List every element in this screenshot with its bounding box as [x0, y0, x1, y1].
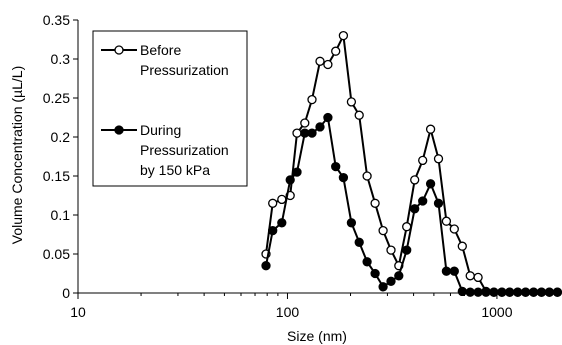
- data-point-filled: [457, 286, 467, 297]
- data-point-filled: [536, 287, 547, 297]
- legend: Before Pressurization During Pressurizat…: [92, 30, 248, 187]
- data-point-open: [307, 94, 317, 105]
- y-tick-label: 0.25: [43, 90, 70, 106]
- data-point-open: [354, 110, 364, 120]
- data-point-filled: [354, 237, 364, 247]
- data-point-open: [346, 97, 357, 107]
- data-point-open: [473, 272, 483, 283]
- data-point-filled: [362, 257, 372, 267]
- data-point-filled: [346, 218, 357, 228]
- data-point-filled: [277, 218, 287, 228]
- data-point-open: [418, 155, 428, 166]
- data-point-open: [402, 222, 412, 232]
- data-point-filled: [402, 245, 412, 255]
- data-point-open: [362, 171, 372, 181]
- y-tick-label: 0.35: [43, 12, 70, 28]
- data-point-filled: [513, 287, 523, 297]
- data-point-filled: [315, 122, 325, 132]
- data-point-open: [331, 46, 341, 56]
- legend-box: [92, 30, 248, 187]
- data-point-open: [465, 271, 475, 281]
- data-point-filled: [465, 287, 475, 297]
- series-during: [261, 112, 562, 297]
- y-tick-label: 0.15: [43, 168, 70, 184]
- data-point-filled: [261, 261, 271, 271]
- legend-label-during-line2: Pressurization: [140, 142, 229, 158]
- data-point-filled: [307, 128, 317, 138]
- x-tick-label: 100: [276, 304, 300, 320]
- data-point-filled: [331, 161, 341, 172]
- data-point-filled: [497, 287, 507, 297]
- data-point-filled: [425, 179, 436, 189]
- data-point-filled: [433, 198, 444, 208]
- legend-label-during-line3: by 150 kPa: [140, 162, 210, 178]
- legend-entry-during: During Pressurization by 150 kPa: [101, 122, 229, 178]
- data-point-filled: [528, 287, 539, 297]
- x-tick-label: 1000: [481, 304, 512, 320]
- data-point-filled: [386, 276, 396, 286]
- data-point-filled: [323, 112, 333, 123]
- data-point-filled: [481, 287, 491, 297]
- data-point-open: [425, 124, 436, 134]
- series-layer: [261, 30, 562, 297]
- x-axis-ticks: 10 100 1000: [70, 293, 561, 320]
- y-axis-title: Volume Concentration (µL/L): [9, 66, 25, 245]
- data-point-filled: [370, 268, 380, 279]
- data-point-filled: [473, 287, 483, 297]
- legend-marker-filled-circle: [114, 125, 124, 135]
- data-point-open: [378, 225, 388, 236]
- legend-label-before-line1: Before: [140, 42, 181, 58]
- data-point-filled: [285, 175, 295, 185]
- data-point-filled: [268, 225, 278, 236]
- series-line: [265, 34, 558, 294]
- legend-label-before-line2: Pressurization: [140, 62, 229, 78]
- data-point-open: [292, 128, 302, 138]
- data-point-filled: [489, 287, 499, 297]
- data-point-filled: [441, 266, 452, 276]
- data-point-open: [315, 56, 325, 66]
- legend-label-during-line1: During: [140, 122, 181, 138]
- data-point-open: [323, 59, 333, 70]
- data-point-open: [277, 194, 287, 205]
- x-axis-title: Size (nm): [287, 328, 347, 344]
- legend-entry-before: Before Pressurization: [101, 42, 229, 78]
- data-point-filled: [292, 167, 302, 177]
- data-point-filled: [449, 266, 459, 276]
- data-point-filled: [552, 287, 562, 297]
- data-point-filled: [394, 271, 404, 281]
- data-point-open: [433, 154, 444, 164]
- data-point-open: [441, 216, 452, 226]
- data-point-open: [370, 198, 380, 208]
- data-point-open: [457, 241, 467, 251]
- data-point-filled: [544, 287, 555, 297]
- data-point-open: [268, 198, 278, 208]
- data-point-filled: [418, 196, 428, 206]
- data-point-filled: [378, 282, 388, 292]
- data-point-open: [300, 118, 310, 128]
- y-tick-label: 0.2: [51, 129, 71, 145]
- data-point-filled: [338, 172, 349, 183]
- data-point-filled: [505, 287, 515, 297]
- y-axis-ticks: 0 0.05 0.1 0.15 0.2 0.25 0.3 0.35: [43, 12, 78, 301]
- series-before: [261, 30, 562, 297]
- data-point-open: [338, 30, 349, 41]
- data-point-filled: [520, 287, 531, 297]
- data-point-open: [449, 224, 459, 234]
- y-tick-label: 0: [62, 285, 70, 301]
- y-tick-label: 0.1: [51, 207, 71, 223]
- y-tick-label: 0.05: [43, 246, 70, 262]
- data-point-open: [410, 175, 420, 185]
- x-tick-label: 10: [70, 304, 86, 320]
- series-line: [265, 116, 558, 294]
- data-point-filled: [410, 204, 420, 214]
- data-point-open: [386, 245, 396, 255]
- y-tick-label: 0.3: [51, 51, 71, 67]
- legend-marker-open-circle: [114, 45, 124, 55]
